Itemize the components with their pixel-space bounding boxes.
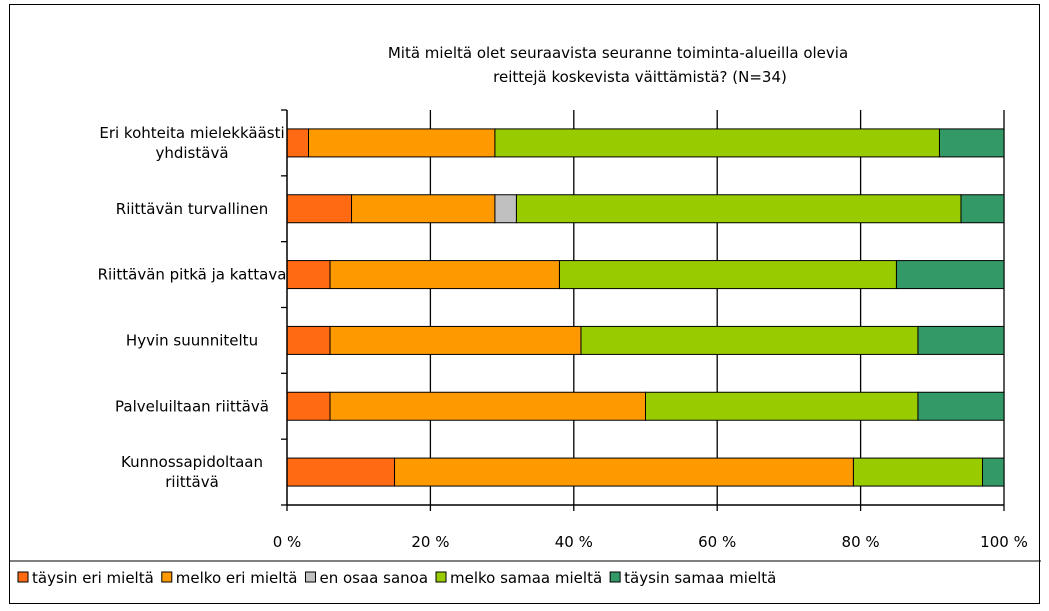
legend-label: melko eri mieltä: [176, 569, 298, 587]
chart: Mitä mieltä olet seuraavista seuranne to…: [10, 44, 1041, 587]
bar-segment: [558, 260, 897, 290]
bar-segment: [351, 194, 496, 224]
bar-segment: [494, 128, 940, 158]
bar-segment: [852, 457, 983, 487]
bar-segment: [286, 260, 331, 290]
x-tick-label: 60 %: [698, 533, 736, 551]
x-tick-label: 20 %: [411, 533, 449, 551]
bar-segment: [329, 325, 582, 355]
legend-swatch: [17, 571, 29, 583]
legend-swatch: [609, 571, 621, 583]
bar-segment: [329, 260, 560, 290]
bar-segment: [895, 260, 1005, 290]
x-tick-label: 0 %: [273, 533, 302, 551]
bar-segment: [286, 194, 353, 224]
legend-label: täysin eri mieltä: [32, 569, 154, 587]
category-label: Hyvin suunniteltu: [126, 331, 258, 349]
legend: täysin eri mieltä melko eri mieltä en osaa…: [10, 560, 1041, 587]
category-label: Kunnossapidoltaan: [121, 453, 263, 471]
category-label: yhdistävä: [155, 144, 228, 162]
x-tick-labels: 0 % 20 % 40 % 60 % 80 % 100 %: [273, 533, 1028, 551]
category-label: Palveluiltaan riittävä: [115, 397, 269, 415]
bar-segment: [938, 128, 1005, 158]
bar-segment: [917, 325, 1005, 355]
axes: [281, 109, 1005, 511]
bar-segment: [645, 391, 919, 421]
bar-segment: [580, 325, 919, 355]
bar-segment: [329, 391, 646, 421]
bar-segment: [286, 325, 331, 355]
bar-segment: [917, 391, 1005, 421]
category-label: Eri kohteita mielekkäästi: [99, 124, 284, 142]
legend-swatch: [304, 571, 316, 583]
legend-label: täysin samaa mieltä: [624, 569, 776, 587]
x-tick-label: 40 %: [555, 533, 593, 551]
bar-segment: [981, 457, 1005, 487]
bar-segment: [286, 391, 331, 421]
x-tick-label: 100 %: [980, 533, 1028, 551]
legend-swatch: [435, 571, 447, 583]
bar-segment: [960, 194, 1005, 224]
chart-title: Mitä mieltä olet seuraavista seuranne to…: [388, 44, 848, 86]
legend-label: en osaa sanoa: [319, 569, 428, 587]
category-label: Riittävän pitkä ja kattava: [98, 266, 287, 284]
chart-title-line: Mitä mieltä olet seuraavista seuranne to…: [388, 44, 848, 62]
grid-lines: [429, 110, 1005, 505]
bar-segment: [308, 128, 496, 158]
category-label: riittävä: [165, 473, 219, 491]
bar-segment: [286, 457, 396, 487]
bar-segment: [394, 457, 854, 487]
bar-segment: [286, 128, 310, 158]
chart-title-line: reittejä koskevista väittämistä? (N=34): [493, 68, 787, 86]
chart-frame: Mitä mieltä olet seuraavista seuranne to…: [9, 4, 1041, 604]
category-label: Riittävän turvallinen: [116, 200, 268, 218]
bar-segment: [515, 194, 962, 224]
x-tick-label: 80 %: [842, 533, 880, 551]
category-labels: Eri kohteita mielekkäästi yhdistävä Riittä…: [98, 124, 287, 491]
bars: [286, 128, 1005, 487]
legend-swatch: [161, 571, 173, 583]
bar-segment: [494, 194, 517, 224]
legend-label: melko samaa mieltä: [450, 569, 602, 587]
